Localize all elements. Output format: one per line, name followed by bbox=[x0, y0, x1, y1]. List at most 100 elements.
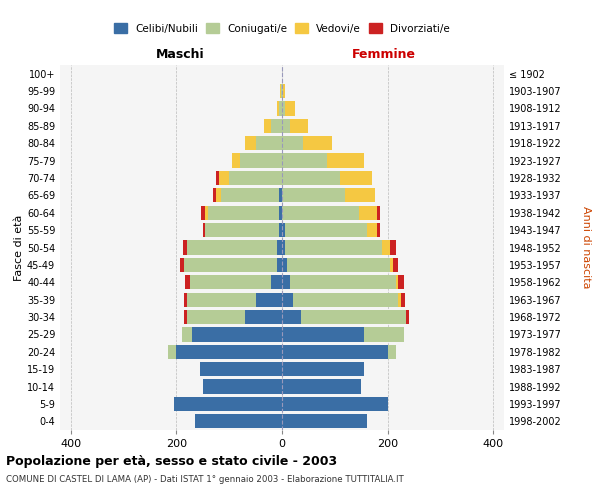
Bar bbox=[377, 223, 380, 237]
Bar bbox=[382, 240, 391, 254]
Bar bbox=[282, 292, 293, 307]
Bar bbox=[240, 154, 282, 168]
Bar bbox=[359, 206, 377, 220]
Bar bbox=[388, 344, 395, 359]
Bar bbox=[401, 292, 405, 307]
Bar bbox=[263, 118, 271, 133]
Bar bbox=[393, 258, 398, 272]
Bar bbox=[277, 102, 280, 116]
Bar bbox=[169, 344, 176, 359]
Bar bbox=[187, 310, 245, 324]
Bar bbox=[282, 362, 364, 376]
Bar bbox=[203, 380, 282, 394]
Bar bbox=[245, 136, 256, 150]
Bar bbox=[280, 223, 282, 237]
Text: Popolazione per età, sesso e stato civile - 2003: Popolazione per età, sesso e stato civil… bbox=[6, 455, 337, 468]
Bar bbox=[184, 292, 187, 307]
Bar bbox=[271, 118, 282, 133]
Bar bbox=[283, 84, 284, 98]
Bar bbox=[221, 188, 280, 202]
Bar bbox=[208, 206, 280, 220]
Bar bbox=[277, 258, 282, 272]
Bar bbox=[282, 380, 361, 394]
Bar bbox=[293, 292, 398, 307]
Bar bbox=[284, 240, 382, 254]
Bar bbox=[256, 292, 282, 307]
Bar bbox=[282, 206, 359, 220]
Bar bbox=[280, 102, 282, 116]
Legend: Celibi/Nubili, Coniugati/e, Vedovi/e, Divorziati/e: Celibi/Nubili, Coniugati/e, Vedovi/e, Di… bbox=[110, 19, 454, 38]
Bar bbox=[282, 397, 388, 411]
Bar bbox=[203, 223, 205, 237]
Bar bbox=[201, 206, 205, 220]
Bar bbox=[340, 171, 372, 185]
Bar bbox=[364, 328, 404, 342]
Y-axis label: Anni di nascita: Anni di nascita bbox=[581, 206, 591, 289]
Bar bbox=[282, 188, 346, 202]
Bar bbox=[282, 258, 287, 272]
Bar bbox=[180, 258, 184, 272]
Bar bbox=[200, 362, 282, 376]
Bar bbox=[406, 310, 409, 324]
Bar bbox=[282, 171, 340, 185]
Bar bbox=[280, 206, 282, 220]
Bar bbox=[301, 310, 406, 324]
Bar bbox=[290, 275, 395, 289]
Bar bbox=[287, 258, 391, 272]
Text: Maschi: Maschi bbox=[155, 48, 204, 62]
Bar bbox=[398, 292, 401, 307]
Bar bbox=[282, 344, 388, 359]
Bar bbox=[280, 188, 282, 202]
Bar bbox=[213, 188, 216, 202]
Bar bbox=[205, 223, 280, 237]
Y-axis label: Fasce di età: Fasce di età bbox=[14, 214, 24, 280]
Bar bbox=[192, 328, 282, 342]
Bar bbox=[303, 136, 332, 150]
Bar bbox=[346, 188, 374, 202]
Bar bbox=[281, 84, 282, 98]
Bar bbox=[173, 397, 282, 411]
Bar bbox=[256, 136, 282, 150]
Bar bbox=[271, 275, 282, 289]
Bar bbox=[184, 258, 277, 272]
Bar bbox=[205, 206, 208, 220]
Text: Femmine: Femmine bbox=[352, 48, 416, 62]
Bar bbox=[190, 275, 271, 289]
Bar bbox=[216, 171, 218, 185]
Bar bbox=[185, 275, 190, 289]
Bar bbox=[282, 414, 367, 428]
Bar bbox=[367, 223, 377, 237]
Bar bbox=[187, 240, 277, 254]
Bar bbox=[391, 240, 395, 254]
Bar bbox=[176, 344, 282, 359]
Bar bbox=[216, 188, 221, 202]
Bar bbox=[282, 84, 283, 98]
Bar bbox=[280, 84, 281, 98]
Bar bbox=[284, 102, 295, 116]
Bar bbox=[282, 275, 290, 289]
Bar bbox=[398, 275, 404, 289]
Bar bbox=[282, 328, 364, 342]
Bar bbox=[282, 102, 284, 116]
Bar bbox=[187, 292, 256, 307]
Bar bbox=[277, 240, 282, 254]
Bar bbox=[182, 240, 187, 254]
Bar bbox=[395, 275, 398, 289]
Bar bbox=[282, 240, 284, 254]
Bar bbox=[282, 118, 290, 133]
Bar bbox=[284, 223, 367, 237]
Bar bbox=[245, 310, 282, 324]
Bar bbox=[282, 136, 303, 150]
Bar bbox=[184, 310, 187, 324]
Bar bbox=[229, 171, 282, 185]
Bar bbox=[232, 154, 240, 168]
Bar bbox=[218, 171, 229, 185]
Bar bbox=[327, 154, 364, 168]
Text: COMUNE DI CASTEL DI LAMA (AP) - Dati ISTAT 1° gennaio 2003 - Elaborazione TUTTIT: COMUNE DI CASTEL DI LAMA (AP) - Dati IST… bbox=[6, 475, 404, 484]
Bar bbox=[182, 328, 192, 342]
Bar bbox=[290, 118, 308, 133]
Bar bbox=[195, 414, 282, 428]
Bar bbox=[377, 206, 380, 220]
Bar bbox=[282, 223, 284, 237]
Bar bbox=[282, 310, 301, 324]
